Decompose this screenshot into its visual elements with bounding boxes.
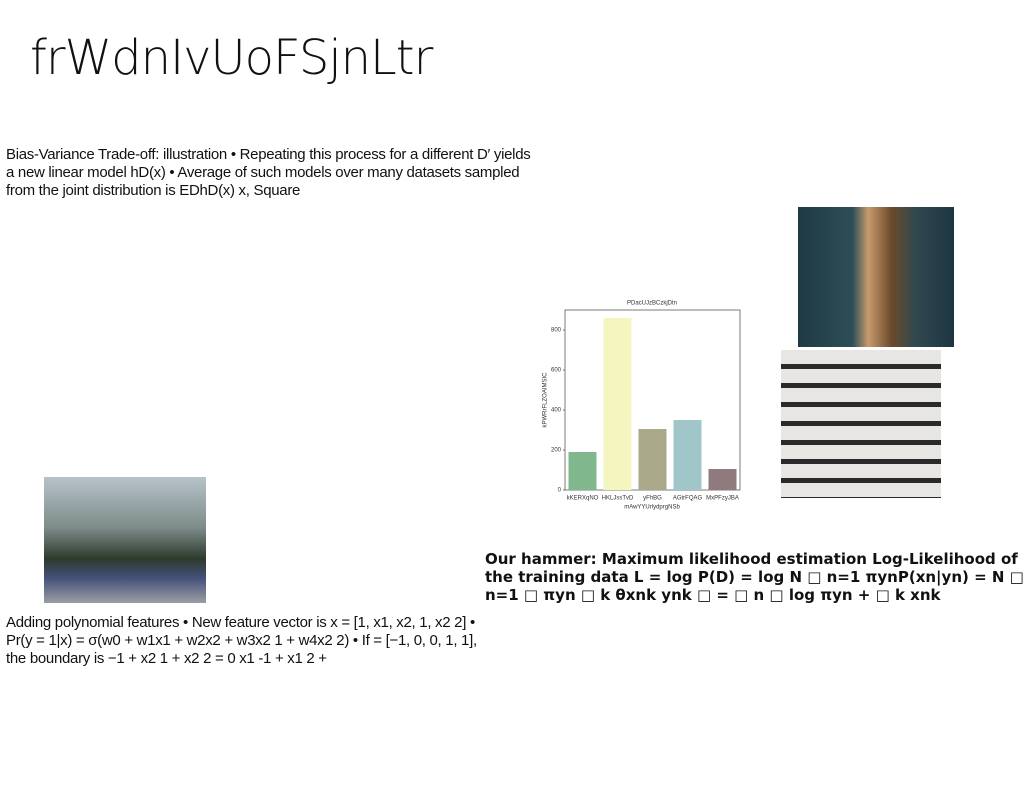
y-axis-label: kPWRrFLZOAIMSIC	[543, 372, 549, 428]
chart: PDacUJzBCzkjDtn mAwYYUrlydprgNSb kPWRrFL…	[543, 301, 741, 511]
x-tick-label: MxPFzyJBA	[706, 496, 739, 502]
x-tick-label: HKLJssTvD	[602, 496, 634, 502]
bar	[603, 318, 632, 490]
photo	[781, 350, 941, 498]
x-tick-label: kKERXqNO	[567, 496, 599, 502]
photo	[44, 477, 206, 603]
bar	[568, 452, 597, 490]
page-title: frWdnIvUoFSjnLtr	[30, 30, 433, 86]
y-tick-label: 400	[551, 408, 562, 414]
chart-title: PDacUJzBCzkjDtn	[627, 301, 677, 307]
paragraph: Our hammer: Maximum likelihood estimatio…	[485, 550, 1024, 604]
paragraph: Bias-Variance Trade-off: illustration • …	[6, 146, 531, 199]
x-axis-label: mAwYYUrlydprgNSb	[624, 505, 680, 511]
bar	[673, 420, 702, 490]
y-tick-label: 800	[551, 328, 562, 334]
y-tick-label: 600	[551, 368, 562, 374]
paragraph: Adding polynomial features • New feature…	[6, 614, 477, 667]
photo	[798, 207, 954, 347]
x-tick-label: AGtrFQAG	[673, 496, 703, 502]
bar	[638, 429, 667, 490]
y-tick-label: 0	[558, 488, 562, 494]
y-tick-label: 200	[551, 448, 562, 454]
bar	[708, 469, 737, 490]
x-tick-label: yFhBG	[643, 496, 662, 502]
